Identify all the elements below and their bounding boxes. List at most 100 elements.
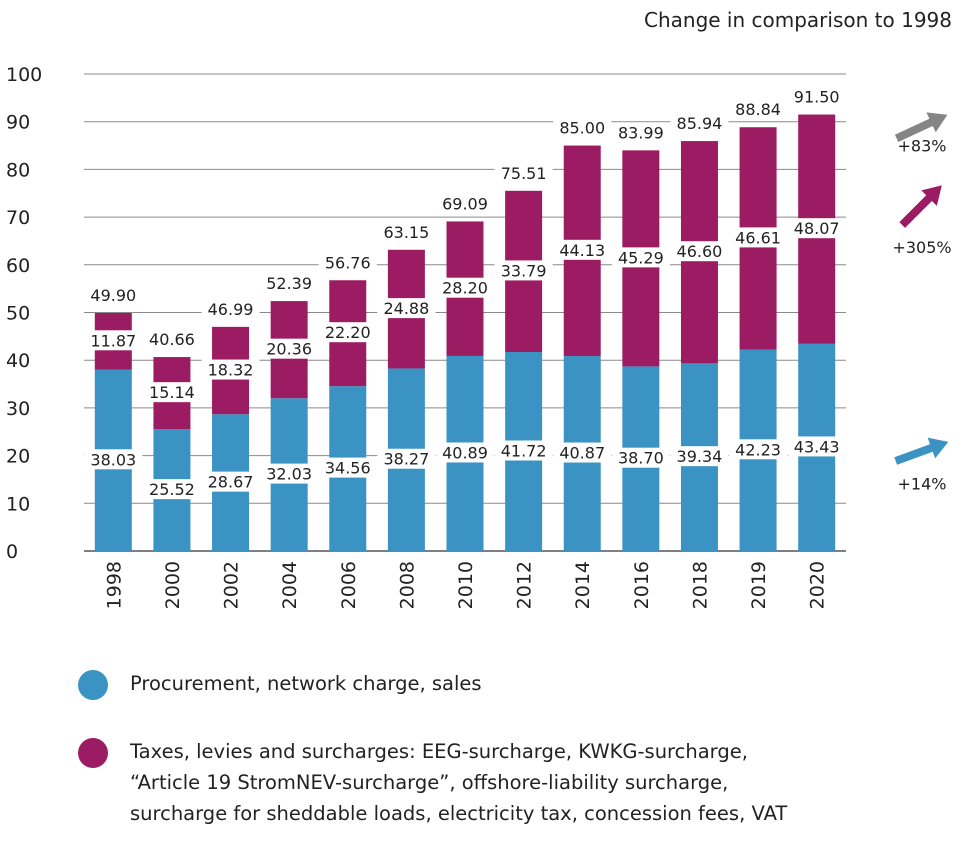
x-tick-label-2016: 2016 bbox=[631, 561, 653, 609]
label-total-2020-bg bbox=[787, 86, 846, 107]
label-taxes-2004: 20.36 bbox=[266, 340, 312, 359]
label-procurement-2020-bg bbox=[787, 436, 846, 457]
label-total-2014-bg bbox=[553, 117, 612, 138]
label-procurement-2016-bg bbox=[611, 447, 670, 468]
x-tick-label-2010: 2010 bbox=[455, 561, 477, 609]
legend-label-procurement: Procurement, network charge, sales bbox=[130, 672, 482, 695]
x-tick-label-2018: 2018 bbox=[689, 561, 711, 609]
label-total-2012-bg bbox=[494, 162, 553, 183]
label-total-2000-bg bbox=[142, 329, 201, 350]
label-total-2006: 56.76 bbox=[325, 253, 371, 272]
label-procurement-1998: 38.03 bbox=[90, 450, 136, 469]
y-tick-label-100: 100 bbox=[6, 64, 42, 86]
arrow-shape-1 bbox=[894, 112, 948, 143]
label-taxes-2002: 18.32 bbox=[208, 361, 254, 380]
label-taxes-2016: 45.29 bbox=[618, 248, 664, 267]
label-total-2010-bg bbox=[436, 193, 494, 214]
y-tick-label-10: 10 bbox=[6, 493, 30, 515]
label-total-2002-bg bbox=[201, 298, 260, 319]
arrow-shape-2 bbox=[899, 185, 942, 228]
change-note-title: Change in comparison to 1998 bbox=[644, 8, 952, 32]
label-procurement-2014-bg bbox=[553, 442, 612, 463]
label-procurement-1998-bg bbox=[84, 449, 143, 470]
label-taxes-1998: 11.87 bbox=[90, 331, 136, 350]
label-total-2016-bg bbox=[611, 122, 670, 143]
label-taxes-2018-bg bbox=[670, 241, 729, 262]
legend-label-taxes: Taxes, levies and surcharges: EEG-surcha… bbox=[130, 740, 788, 825]
change-arrow-1 bbox=[894, 112, 948, 143]
change-arrow-2 bbox=[899, 185, 942, 228]
x-tick-label-2002: 2002 bbox=[221, 561, 243, 609]
label-total-2014: 85.00 bbox=[559, 119, 605, 138]
x-tick-label-2019: 2019 bbox=[748, 561, 770, 609]
label-taxes-2014: 44.13 bbox=[559, 241, 605, 260]
x-tick-label-1998: 1998 bbox=[103, 561, 125, 609]
legend-swatch-taxes bbox=[78, 738, 108, 768]
label-total-2019-bg bbox=[729, 99, 788, 120]
label-taxes-2014-bg bbox=[553, 239, 612, 260]
label-total-2000: 40.66 bbox=[149, 330, 195, 349]
label-procurement-2010-bg bbox=[436, 442, 494, 463]
label-taxes-2002-bg bbox=[201, 359, 260, 380]
y-tick-label-40: 40 bbox=[6, 350, 30, 372]
label-total-2012: 75.51 bbox=[501, 164, 547, 183]
arrow-shape-3 bbox=[894, 437, 949, 465]
x-tick-label-2008: 2008 bbox=[396, 561, 418, 609]
label-procurement-2019-bg bbox=[729, 439, 788, 460]
label-procurement-2006-bg bbox=[318, 457, 377, 478]
label-taxes-2008-bg bbox=[377, 298, 436, 319]
x-tick-label-2006: 2006 bbox=[338, 561, 360, 609]
label-procurement-2018-bg bbox=[670, 446, 729, 467]
label-total-2008-bg bbox=[377, 221, 436, 242]
label-total-1998: 49.90 bbox=[90, 286, 136, 305]
y-tick-label-60: 60 bbox=[6, 255, 30, 277]
label-total-2018: 85.94 bbox=[677, 114, 723, 133]
change-indicators: +83% +305% +14% bbox=[892, 112, 952, 493]
label-total-2020: 91.50 bbox=[794, 88, 840, 107]
label-procurement-2000: 25.52 bbox=[149, 480, 195, 499]
label-procurement-2002: 28.67 bbox=[208, 473, 254, 492]
label-taxes-2010-bg bbox=[436, 277, 494, 298]
labels: 0 10 20 30 40 50 60 70 80 90 100 38.03 11.87 49.90 199… bbox=[6, 64, 846, 609]
label-total-2018-bg bbox=[670, 113, 729, 134]
label-procurement-2006: 34.56 bbox=[325, 459, 371, 478]
label-taxes-2019-bg bbox=[729, 227, 788, 248]
x-tick-label-2012: 2012 bbox=[514, 561, 536, 609]
legend-swatch-procurement bbox=[78, 670, 108, 700]
label-procurement-2008: 38.27 bbox=[383, 450, 429, 469]
label-procurement-2008-bg bbox=[377, 448, 436, 469]
label-procurement-2002-bg bbox=[201, 471, 260, 492]
x-tick-label-2014: 2014 bbox=[572, 561, 594, 609]
label-procurement-2020: 43.43 bbox=[794, 437, 840, 456]
label-procurement-2018: 39.34 bbox=[677, 447, 723, 466]
label-taxes-2018: 46.60 bbox=[677, 242, 723, 261]
label-total-2016: 83.99 bbox=[618, 123, 664, 142]
label-total-2004-bg bbox=[260, 273, 319, 294]
label-taxes-2008: 24.88 bbox=[383, 299, 429, 318]
label-taxes-2006: 22.20 bbox=[325, 323, 371, 342]
label-taxes-2020-bg bbox=[787, 218, 846, 239]
label-procurement-2016: 38.70 bbox=[618, 449, 664, 468]
change-label-2: +305% bbox=[892, 238, 951, 257]
label-taxes-2004-bg bbox=[260, 338, 319, 359]
label-total-2006-bg bbox=[318, 252, 377, 273]
label-taxes-2006-bg bbox=[318, 322, 377, 343]
label-taxes-2012-bg bbox=[494, 260, 553, 281]
change-arrow-3 bbox=[894, 437, 949, 465]
label-taxes-2019: 46.61 bbox=[735, 228, 781, 247]
x-tick-label-2000: 2000 bbox=[162, 561, 184, 609]
x-tick-label-2020: 2020 bbox=[807, 561, 829, 609]
change-label-3: +14% bbox=[898, 474, 947, 493]
label-procurement-2010: 40.89 bbox=[442, 443, 488, 462]
label-procurement-2004-bg bbox=[260, 463, 319, 484]
label-procurement-2004: 32.03 bbox=[266, 465, 312, 484]
label-total-1998-bg bbox=[84, 284, 143, 305]
y-tick-label-30: 30 bbox=[6, 398, 30, 420]
y-tick-label-20: 20 bbox=[6, 446, 30, 468]
label-procurement-2012-bg bbox=[494, 440, 553, 461]
label-procurement-2019: 42.23 bbox=[735, 440, 781, 459]
y-tick-label-70: 70 bbox=[6, 207, 30, 229]
label-procurement-2000-bg bbox=[142, 479, 201, 500]
label-procurement-2012: 41.72 bbox=[501, 441, 547, 460]
